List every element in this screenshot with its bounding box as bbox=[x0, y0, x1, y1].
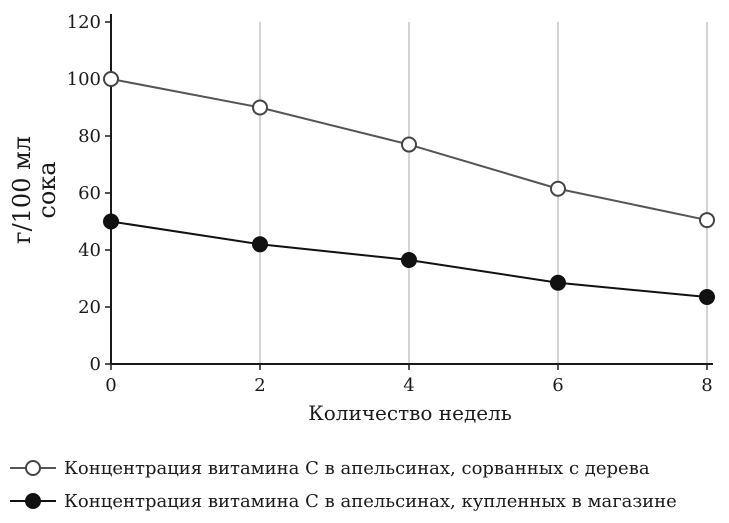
legend-marker-open-icon bbox=[25, 460, 41, 476]
tick-labels: 0 20 40 60 80 100 120 0 2 4 6 8 bbox=[67, 12, 713, 396]
data-point-s1-3 bbox=[550, 274, 566, 291]
data-point-s0-0 bbox=[103, 71, 119, 87]
data-point-s1-2 bbox=[401, 251, 417, 268]
y-tick-label-100: 100 bbox=[67, 69, 101, 90]
data-point-s1-4 bbox=[699, 289, 715, 306]
data-point-s1-1 bbox=[252, 236, 268, 253]
legend: Концентрация витамина C в апельсинах, со… bbox=[10, 458, 677, 512]
y-tick-label-40: 40 bbox=[78, 240, 101, 261]
grid-lines bbox=[259, 22, 708, 364]
y-axis-title-line1: г/100 мл bbox=[8, 136, 36, 244]
x-tick-label-2: 2 bbox=[254, 375, 265, 396]
x-axis-title: Количество недель bbox=[308, 401, 512, 425]
x-tick-label-6: 6 bbox=[552, 375, 563, 396]
data-point-s0-3 bbox=[550, 180, 566, 197]
data-point-s1-0 bbox=[103, 213, 119, 230]
legend-label-store: Концентрация витамина C в апельсинах, ку… bbox=[64, 491, 677, 512]
x-tick-label-0: 0 bbox=[105, 375, 116, 396]
x-tick-label-8: 8 bbox=[701, 375, 712, 396]
y-tick-label-0: 0 bbox=[90, 354, 101, 375]
y-tick-label-60: 60 bbox=[78, 183, 101, 204]
y-tick-label-80: 80 bbox=[78, 126, 101, 147]
x-tick-label-4: 4 bbox=[403, 375, 414, 396]
legend-label-tree: Концентрация витамина C в апельсинах, со… bbox=[64, 458, 650, 479]
legend-item-tree: Концентрация витамина C в апельсинах, со… bbox=[10, 458, 650, 479]
data-point-s0-1 bbox=[252, 99, 268, 116]
legend-marker-filled-icon bbox=[25, 493, 41, 509]
data-point-s0-2 bbox=[401, 136, 417, 153]
y-tick-label-20: 20 bbox=[78, 297, 101, 318]
data-point-s0-4 bbox=[699, 212, 715, 229]
legend-item-store: Концентрация витамина C в апельсинах, ку… bbox=[10, 491, 677, 512]
data-series bbox=[103, 71, 715, 306]
y-tick-label-120: 120 bbox=[67, 12, 101, 33]
y-axis-title-line2: сока bbox=[33, 161, 61, 218]
